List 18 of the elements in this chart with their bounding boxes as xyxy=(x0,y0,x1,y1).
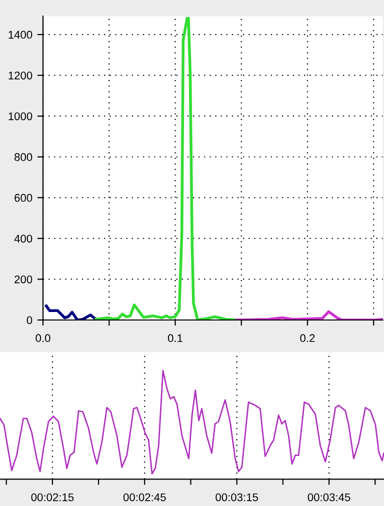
x-tick-label: 0.2 xyxy=(300,334,315,342)
y-tick-label: 1200 xyxy=(8,72,32,80)
x-tick-label: 0.0 xyxy=(36,334,50,342)
line-series xyxy=(94,16,238,320)
x-tick-label: 00:03:45 xyxy=(308,493,350,502)
y-tick-label: 600 xyxy=(14,194,32,202)
y-tick-label: 1400 xyxy=(8,30,32,39)
line-series xyxy=(44,304,98,320)
x-tick-label: 00:02:45 xyxy=(123,493,166,502)
y-tick-label: 400 xyxy=(14,234,32,243)
x-tick-label: 0.1 xyxy=(168,334,182,342)
line-series xyxy=(235,310,383,320)
y-tick-label: 0 xyxy=(26,316,32,324)
y-tick-label: 200 xyxy=(14,275,32,284)
x-tick-label: 00:03:15 xyxy=(216,493,258,502)
y-tick-label: 800 xyxy=(14,153,32,162)
y-tick-label: 1000 xyxy=(8,112,32,120)
x-tick-label: 00:02:15 xyxy=(31,493,74,502)
